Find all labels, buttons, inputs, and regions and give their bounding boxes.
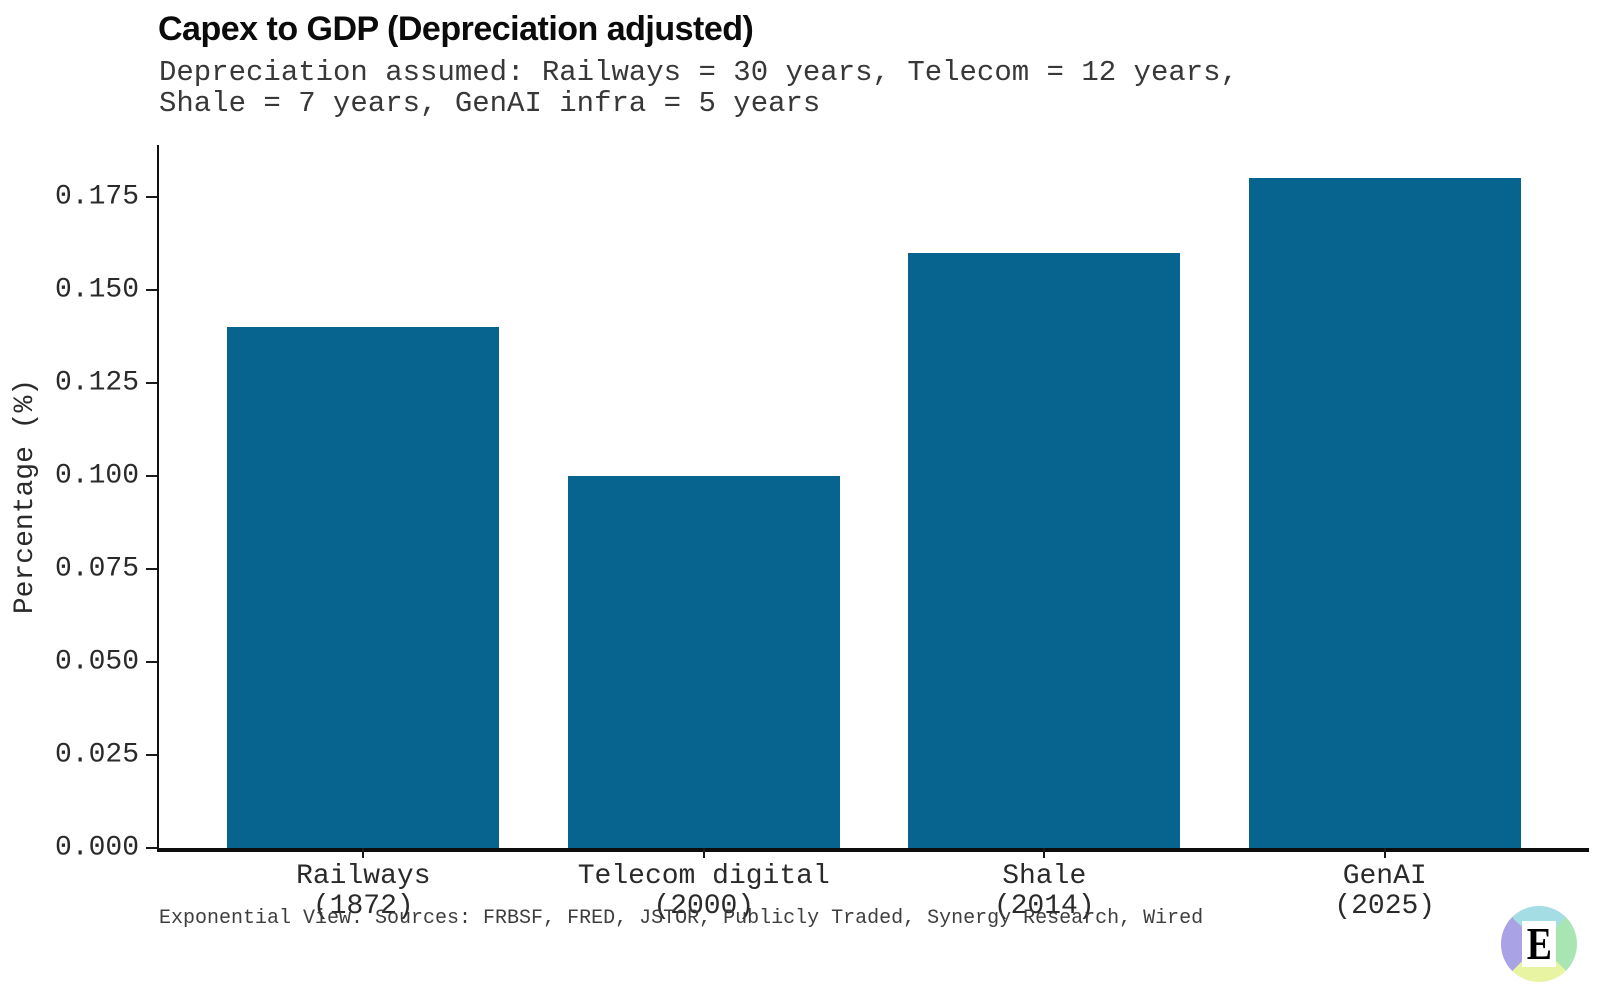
y-tick-label-0.075: 0.075: [54, 553, 139, 585]
x-tick-label-telecom-digital: Telecom digital (2000): [578, 862, 830, 922]
y-tick-label-0.000: 0.000: [54, 832, 139, 864]
y-tick-mark-0.050: [146, 661, 157, 664]
y-tick-label-0.125: 0.125: [54, 367, 139, 399]
bar-telecom-digital: [567, 476, 840, 848]
x-tick-label-year: (1872): [312, 891, 414, 922]
y-tick-label-0.025: 0.025: [54, 739, 139, 771]
y-axis-title-wrap: Percentage (%): [6, 145, 46, 848]
x-tick-label-year: (2025): [1334, 891, 1436, 922]
x-tick-label-railways: Railways (1872): [296, 862, 430, 922]
x-tick-label-name: GenAI: [1342, 861, 1427, 892]
x-tick-label-year: (2000): [653, 891, 755, 922]
plot-area: 0.000 0.025 0.050 0.075 0.100 0.125 0.150 0.175…: [55, 145, 1589, 922]
y-tick-mark-0.125: [146, 382, 157, 385]
exponential-view-logo: E: [1501, 906, 1577, 982]
logo-letter: E: [1526, 918, 1552, 969]
y-tick-mark-0.000: [146, 847, 157, 849]
x-tick-label-name: Railways: [296, 861, 431, 892]
x-tick-mark-genai: [1383, 848, 1386, 858]
x-tick-label-name: Telecom digital: [577, 861, 830, 892]
x-tick-label-genai: GenAI (2025): [1334, 862, 1435, 922]
y-tick-label-0.175: 0.175: [54, 181, 139, 213]
x-tick-mark-railways: [362, 848, 365, 858]
y-tick-label-0.050: 0.050: [54, 646, 139, 678]
chart-subtitle: Depreciation assumed: Railways = 30 year…: [159, 57, 1238, 119]
subtitle-line-1: Depreciation assumed: Railways = 30 year…: [159, 56, 1238, 89]
y-tick-mark-0.150: [146, 289, 157, 292]
x-tick-label-shale: Shale (2014): [994, 862, 1095, 922]
x-tick-mark-telecom-digital: [702, 848, 705, 858]
x-tick-label-year: (2014): [993, 891, 1095, 922]
bar-genai: [1248, 178, 1521, 848]
logo-letter-background: [1522, 921, 1556, 967]
bar-shale: [908, 252, 1181, 848]
y-tick-mark-0.175: [146, 196, 157, 199]
chart-title: Capex to GDP (Depreciation adjusted): [158, 10, 754, 48]
x-tick-label-name: Shale: [1002, 861, 1087, 892]
source-caption: Exponential View. Sources: FRBSF, FRED, …: [159, 907, 1204, 930]
x-tick-mark-shale: [1043, 848, 1046, 858]
y-tick-mark-0.025: [146, 754, 157, 757]
y-tick-mark-0.100: [146, 475, 157, 478]
bar-railways: [227, 327, 500, 848]
y-tick-mark-0.075: [146, 568, 157, 571]
y-tick-label-0.150: 0.150: [54, 274, 139, 306]
subtitle-line-2: Shale = 7 years, GenAI infra = 5 years: [159, 87, 821, 120]
y-tick-label-0.100: 0.100: [54, 460, 139, 492]
y-axis-title: Percentage (%): [10, 378, 42, 615]
